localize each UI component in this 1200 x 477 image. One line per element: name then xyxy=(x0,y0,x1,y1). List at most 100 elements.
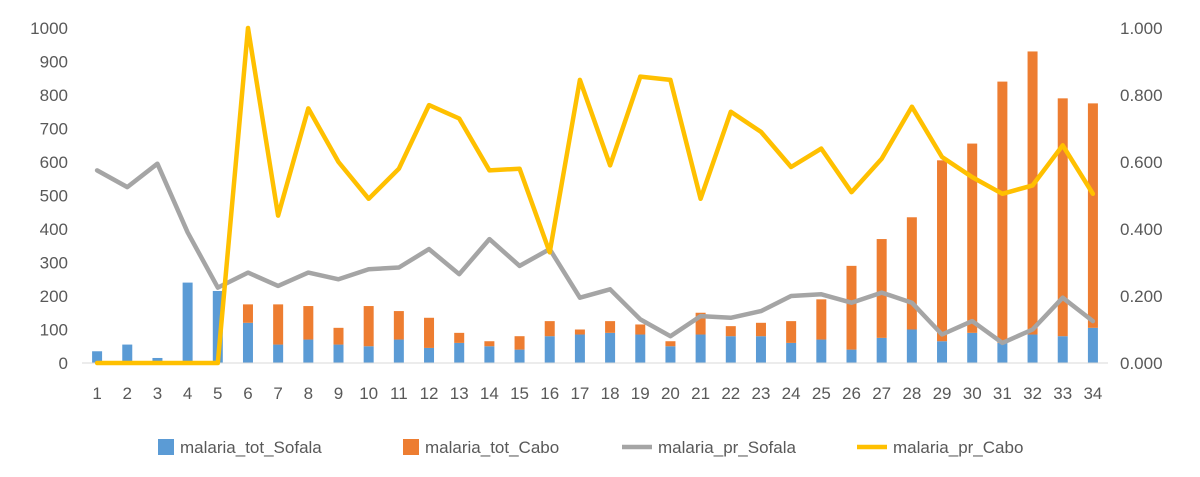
bar-malaria_tot_Sofala xyxy=(1027,334,1038,363)
bar-malaria_tot_Cabo xyxy=(273,304,284,345)
right-y-tick-label: 1.000 xyxy=(1120,19,1163,38)
bar-malaria_tot_Sofala xyxy=(967,332,978,363)
bar-malaria_tot_Sofala xyxy=(544,336,555,363)
left-y-tick-label: 600 xyxy=(40,153,68,172)
left-y-tick-label: 700 xyxy=(40,120,68,139)
bar-malaria_tot_Sofala xyxy=(242,322,253,363)
bar-malaria_tot_Cabo xyxy=(967,143,978,333)
line-malaria_pr_Sofala xyxy=(94,161,1096,346)
line-series-group xyxy=(94,25,1096,366)
legend-label: malaria_tot_Cabo xyxy=(425,438,559,457)
x-tick-label: 14 xyxy=(480,384,499,403)
bar-malaria_tot_Sofala xyxy=(273,344,284,363)
x-tick-label: 29 xyxy=(933,384,952,403)
legend-label: malaria_pr_Cabo xyxy=(893,438,1023,457)
bar-malaria_tot_Sofala xyxy=(152,357,163,363)
bar-malaria_tot_Sofala xyxy=(755,336,766,363)
bar-malaria_tot_Cabo xyxy=(755,322,766,337)
left-y-tick-label: 1000 xyxy=(30,19,68,38)
bar-malaria_tot_Cabo xyxy=(363,306,374,347)
bar-malaria_tot_Cabo xyxy=(635,324,646,335)
bar-malaria_tot_Sofala xyxy=(212,290,223,363)
bar-malaria_tot_Cabo xyxy=(816,299,827,340)
bar-malaria_tot_Cabo xyxy=(1087,103,1098,328)
bar-malaria_tot_Cabo xyxy=(937,160,948,342)
bar-malaria_tot_Cabo xyxy=(574,329,585,335)
x-tick-label: 13 xyxy=(450,384,469,403)
x-tick-label: 30 xyxy=(963,384,982,403)
left-y-tick-label: 100 xyxy=(40,321,68,340)
x-tick-label: 1 xyxy=(92,384,101,403)
x-tick-label: 19 xyxy=(631,384,650,403)
right-y-tick-label: 0.600 xyxy=(1120,153,1163,172)
x-tick-label: 8 xyxy=(304,384,313,403)
bar-malaria_tot_Cabo xyxy=(544,321,555,337)
bar-malaria_tot_Cabo xyxy=(333,327,344,345)
bar-malaria_tot_Sofala xyxy=(997,342,1008,363)
x-tick-label: 31 xyxy=(993,384,1012,403)
right-axis-ticks: 0.000 0.200 0.400 0.600 0.800 1.000 xyxy=(1120,19,1163,373)
x-tick-label: 27 xyxy=(872,384,891,403)
x-tick-label: 7 xyxy=(273,384,282,403)
bar-malaria_tot_Sofala xyxy=(876,337,887,363)
right-y-tick-label: 0.800 xyxy=(1120,86,1163,105)
bar-malaria_tot_Sofala xyxy=(424,347,435,363)
left-y-tick-label: 800 xyxy=(40,86,68,105)
x-tick-label: 11 xyxy=(390,384,408,403)
x-tick-label: 6 xyxy=(243,384,252,403)
bar-malaria_tot_Sofala xyxy=(846,349,857,363)
x-tick-label: 15 xyxy=(510,384,529,403)
legend-swatch xyxy=(403,439,419,455)
legend-label: malaria_tot_Sofala xyxy=(180,438,322,457)
bar-malaria_tot_Cabo xyxy=(454,332,465,343)
bar-malaria_tot_Sofala xyxy=(182,282,193,363)
x-tick-label: 21 xyxy=(691,384,710,403)
bar-malaria_tot_Sofala xyxy=(574,334,585,363)
bar-malaria_tot_Cabo xyxy=(605,321,616,333)
bar-malaria_tot_Sofala xyxy=(1087,327,1098,363)
left-y-tick-label: 400 xyxy=(40,220,68,239)
bar-malaria_tot_Cabo xyxy=(1027,51,1038,335)
bar-malaria_tot_Cabo xyxy=(484,341,495,347)
bar-malaria_tot_Cabo xyxy=(846,265,857,350)
bar-malaria_tot_Cabo xyxy=(695,312,706,335)
bar-malaria_tot_Sofala xyxy=(514,349,525,363)
bar-malaria_tot_Cabo xyxy=(786,321,797,343)
bar-malaria_tot_Cabo xyxy=(424,317,435,348)
bar-malaria_tot_Sofala xyxy=(635,334,646,363)
legend-label: malaria_pr_Sofala xyxy=(658,438,797,457)
left-y-tick-label: 900 xyxy=(40,53,68,72)
x-tick-label: 9 xyxy=(334,384,343,403)
bar-malaria_tot_Cabo xyxy=(906,217,917,330)
bar-malaria_tot_Sofala xyxy=(725,336,736,363)
right-y-tick-label: 0.000 xyxy=(1120,354,1163,373)
bar-malaria_tot_Sofala xyxy=(363,346,374,363)
x-tick-label: 24 xyxy=(782,384,801,403)
bar-malaria_tot_Cabo xyxy=(725,326,736,337)
x-tick-label: 2 xyxy=(123,384,132,403)
bar-malaria_tot_Cabo xyxy=(876,239,887,338)
x-tick-label: 34 xyxy=(1083,384,1102,403)
x-tick-label: 10 xyxy=(359,384,378,403)
bar-malaria_tot_Sofala xyxy=(454,342,465,363)
bar-malaria_tot_Cabo xyxy=(1057,98,1068,337)
legend: malaria_tot_Sofala malaria_tot_Cabo malari… xyxy=(158,438,1023,457)
x-tick-label: 3 xyxy=(153,384,162,403)
left-axis-ticks: 0 100 200 300 400 500 600 700 800 900 1000 xyxy=(30,19,68,373)
left-y-tick-label: 0 xyxy=(59,354,68,373)
x-tick-label: 4 xyxy=(183,384,192,403)
bar-malaria_tot_Cabo xyxy=(393,311,404,340)
x-tick-label: 25 xyxy=(812,384,831,403)
bar-malaria_tot_Sofala xyxy=(303,339,314,363)
bar-malaria_tot_Sofala xyxy=(1057,336,1068,363)
x-tick-label: 23 xyxy=(752,384,771,403)
x-tick-label: 5 xyxy=(213,384,222,403)
bar-malaria_tot_Sofala xyxy=(695,334,706,363)
bar-malaria_tot_Cabo xyxy=(514,336,525,350)
right-y-tick-label: 0.200 xyxy=(1120,287,1163,306)
right-y-tick-label: 0.400 xyxy=(1120,220,1163,239)
bar-malaria_tot_Sofala xyxy=(122,344,133,363)
left-y-tick-label: 300 xyxy=(40,254,68,273)
